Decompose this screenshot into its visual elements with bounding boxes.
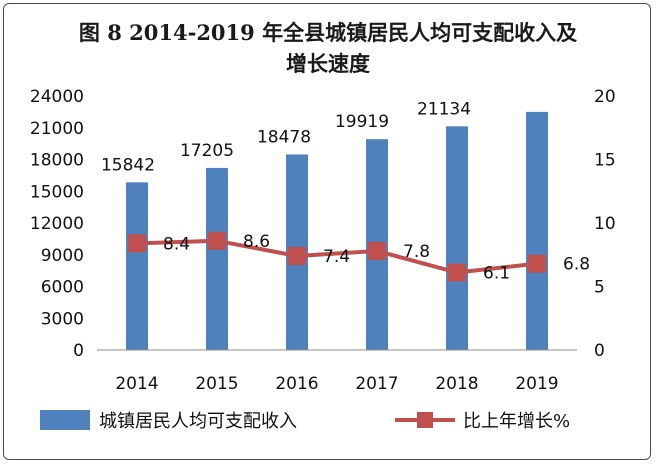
bar-value-label: 18478 xyxy=(257,127,311,147)
growth-marker xyxy=(128,234,146,253)
bar-data-labels: 15842 17205 18478 19919 21134 xyxy=(101,99,471,175)
legend-bar-label: 城镇居民人均可支配收入 xyxy=(99,411,297,432)
growth-marker xyxy=(288,247,306,266)
growth-line xyxy=(136,238,538,275)
left-axis-tick-label: 9000 xyxy=(41,246,84,266)
left-axis-tick-label: 6000 xyxy=(41,278,84,298)
left-axis-tick-label: 15000 xyxy=(30,182,84,202)
x-axis-tick-label: 2015 xyxy=(195,374,238,394)
bar-value-label: 19919 xyxy=(335,112,389,132)
bar-value-label: 17205 xyxy=(180,141,234,161)
bar-series xyxy=(126,111,548,350)
x-axis-tick-label: 2014 xyxy=(115,374,158,394)
bar xyxy=(126,182,148,350)
bar-value-label: 21134 xyxy=(417,99,471,119)
legend-line-label: 比上年增长% xyxy=(463,411,570,432)
right-axis-tick-label: 15 xyxy=(594,151,616,171)
growth-marker xyxy=(208,231,226,250)
chart-title-line-1: 图 8 2014-2019 年全县城镇居民人均可支配收入及 xyxy=(79,20,578,45)
growth-marker xyxy=(448,263,466,282)
legend-bar-swatch xyxy=(40,410,90,430)
left-axis-tick-label: 24000 xyxy=(30,87,84,107)
growth-value-label: 8.6 xyxy=(243,232,270,252)
legend-line-marker xyxy=(417,412,433,428)
growth-value-label: 7.4 xyxy=(323,247,350,267)
right-axis-tick-label: 5 xyxy=(594,278,605,298)
growth-data-labels: 8.4 8.6 7.4 7.8 6.1 6.8 xyxy=(163,232,590,284)
left-axis-tick-label: 0 xyxy=(73,341,84,361)
bar-value-label: 15842 xyxy=(101,155,155,175)
bar xyxy=(446,126,468,350)
x-axis-tick-label: 2016 xyxy=(275,374,318,394)
growth-value-label: 6.8 xyxy=(563,255,590,275)
left-axis-tick-label: 3000 xyxy=(41,309,84,329)
x-axis-tick-label: 2019 xyxy=(515,374,558,394)
chart-title-line-2: 增长速度 xyxy=(286,51,370,76)
growth-line-series xyxy=(128,231,546,282)
legend: 城镇居民人均可支配收入 比上年增长% xyxy=(40,410,570,432)
growth-marker xyxy=(368,241,386,260)
right-axis-tick-label: 10 xyxy=(594,214,616,234)
left-axis-tick-label: 12000 xyxy=(30,214,84,234)
growth-value-label: 6.1 xyxy=(483,264,510,284)
right-axis: 0 5 10 15 20 xyxy=(594,87,616,361)
x-axis: 2014 2015 2016 2017 2018 2019 xyxy=(115,374,558,394)
right-axis-tick-label: 20 xyxy=(594,87,616,107)
bar xyxy=(526,111,548,350)
growth-marker xyxy=(528,254,546,273)
x-axis-tick-label: 2018 xyxy=(435,374,478,394)
right-axis-tick-label: 0 xyxy=(594,341,605,361)
growth-value-label: 8.4 xyxy=(163,234,190,254)
left-axis-tick-label: 18000 xyxy=(30,151,84,171)
growth-value-label: 7.8 xyxy=(403,242,430,262)
bar xyxy=(206,167,228,350)
left-axis-tick-label: 21000 xyxy=(30,119,84,139)
x-axis-tick-label: 2017 xyxy=(355,374,398,394)
left-axis: 0 3000 6000 9000 12000 15000 18000 21000 24000 xyxy=(30,87,84,361)
